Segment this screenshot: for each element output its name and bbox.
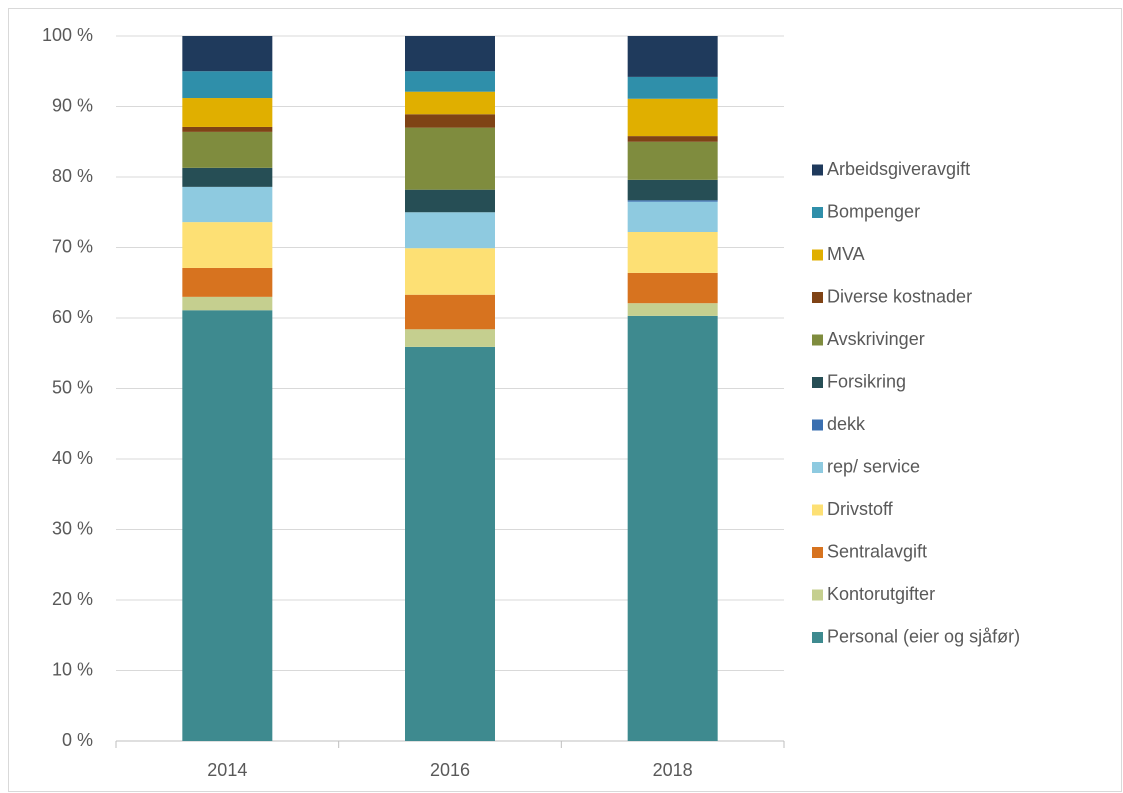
legend-label: rep/ service	[827, 456, 920, 476]
y-tick-label: 90 %	[52, 95, 93, 115]
bar-segment	[182, 296, 273, 311]
legend-swatch	[812, 164, 823, 176]
legend-label: Sentralavgift	[827, 541, 927, 561]
bar-segment	[627, 201, 718, 232]
y-tick-label: 70 %	[52, 236, 93, 256]
legend-swatch	[812, 419, 823, 431]
x-tick-label: 2016	[430, 760, 470, 780]
x-tick-label: 2018	[653, 760, 693, 780]
bar-segment	[182, 36, 273, 72]
legend-swatch	[812, 547, 823, 558]
bar-segment	[405, 346, 495, 741]
bar-segment	[182, 131, 273, 168]
legend-swatch	[812, 249, 823, 261]
y-tick-label: 40 %	[52, 448, 93, 468]
bar-segment	[627, 179, 718, 201]
legend-label: Arbeidsgiveravgift	[827, 159, 970, 179]
y-tick-label: 80 %	[52, 166, 93, 186]
legend-label: Bompenger	[827, 201, 920, 221]
legend-label: Forsikring	[827, 371, 906, 391]
bar-segment	[182, 222, 273, 268]
bar-segment	[627, 141, 718, 180]
legend-label: Personal (eier og sjåfør)	[827, 626, 1020, 646]
bar-segment	[627, 231, 718, 273]
bar-segment	[182, 310, 273, 741]
legend-label: Drivstoff	[827, 499, 894, 519]
legend-swatch	[812, 504, 823, 516]
bar-segment	[627, 136, 718, 142]
legend-label: Avskrivinger	[827, 329, 925, 349]
y-tick-label: 60 %	[52, 307, 93, 327]
bar-segment	[405, 114, 495, 128]
bar-segment	[405, 329, 495, 347]
bar-segment	[405, 248, 495, 295]
bar-segment	[627, 303, 718, 316]
y-tick-label: 20 %	[52, 589, 93, 609]
bar-segment	[405, 91, 495, 115]
bar-segment	[627, 315, 718, 741]
bar-segment	[182, 71, 273, 99]
x-tick-label: 2014	[207, 760, 247, 780]
bar-segment	[627, 200, 718, 202]
legend-label: MVA	[827, 244, 865, 264]
legend-swatch	[812, 589, 823, 601]
bar-segment	[627, 36, 718, 77]
bar-segment	[627, 98, 718, 137]
legend-label: dekk	[827, 414, 866, 434]
bar-segment	[182, 167, 273, 187]
legend-label: Diverse kostnader	[827, 286, 972, 306]
y-tick-label: 50 %	[52, 377, 93, 397]
legend-swatch	[812, 377, 823, 388]
legend-swatch	[812, 292, 823, 303]
legend-swatch	[812, 207, 823, 218]
legend-swatch	[812, 334, 823, 346]
chart-border	[8, 8, 1122, 792]
bar-segment	[405, 71, 495, 92]
bar-segment	[405, 189, 495, 213]
bar-segment	[405, 127, 495, 190]
bar-segment	[627, 76, 718, 99]
bar-segment	[405, 294, 495, 330]
legend-swatch	[812, 462, 823, 473]
bar-segment	[182, 267, 273, 297]
y-tick-label: 10 %	[52, 659, 93, 679]
bar-segment	[405, 212, 495, 249]
legend-swatch	[812, 632, 823, 643]
legend-label: Kontorutgifter	[827, 584, 935, 604]
y-tick-label: 0 %	[62, 730, 93, 750]
bar-segment	[405, 36, 495, 72]
bar-segment	[627, 272, 718, 304]
y-tick-label: 30 %	[52, 518, 93, 538]
bar-segment	[182, 186, 273, 223]
bar-segment	[182, 98, 273, 127]
y-tick-label: 100 %	[42, 25, 93, 45]
bar-segment	[182, 126, 273, 132]
